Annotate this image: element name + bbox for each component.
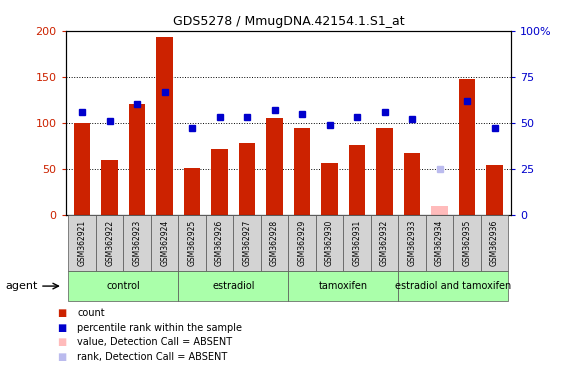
Text: control: control [107,281,140,291]
Text: GSM362922: GSM362922 [105,220,114,266]
Text: GSM362928: GSM362928 [270,220,279,266]
Text: estradiol and tamoxifen: estradiol and tamoxifen [395,281,512,291]
Text: GSM362936: GSM362936 [490,220,499,266]
Bar [234,215,261,271]
Bar [129,104,146,215]
Bar [399,271,508,301]
Text: GSM362933: GSM362933 [408,220,417,266]
Text: GSM362934: GSM362934 [435,220,444,266]
Bar [156,37,173,215]
Bar [239,143,255,215]
Text: ■: ■ [57,352,66,362]
Text: GSM362926: GSM362926 [215,220,224,266]
Bar [102,160,118,215]
Text: ■: ■ [57,323,66,333]
Text: value, Detection Call = ABSENT: value, Detection Call = ABSENT [77,337,232,347]
Text: agent: agent [6,281,38,291]
Bar [69,215,96,271]
Bar [453,215,481,271]
Bar [206,215,234,271]
Bar [343,215,371,271]
Bar [178,215,206,271]
Bar [74,123,90,215]
Text: GSM362925: GSM362925 [188,220,196,266]
Bar [316,215,343,271]
Bar [151,215,178,271]
Bar [459,79,475,215]
Text: GSM362935: GSM362935 [463,220,472,266]
Bar [321,164,338,215]
Text: ■: ■ [57,308,66,318]
Bar [376,128,393,215]
Bar [266,118,283,215]
Text: GSM362923: GSM362923 [132,220,142,266]
Bar [288,271,399,301]
Text: GSM362932: GSM362932 [380,220,389,266]
Bar [371,215,399,271]
Text: rank, Detection Call = ABSENT: rank, Detection Call = ABSENT [77,352,227,362]
Bar [96,215,123,271]
Text: GSM362930: GSM362930 [325,220,334,266]
Text: estradiol: estradiol [212,281,255,291]
Text: GSM362927: GSM362927 [243,220,252,266]
Bar [211,149,228,215]
Text: GSM362924: GSM362924 [160,220,169,266]
Bar [431,206,448,215]
Bar [481,215,508,271]
Text: GSM362921: GSM362921 [78,220,87,266]
Text: count: count [77,308,104,318]
Bar [288,215,316,271]
Bar [69,271,178,301]
Text: GSM362931: GSM362931 [352,220,361,266]
Text: tamoxifen: tamoxifen [319,281,368,291]
Bar [486,165,503,215]
Bar [399,215,426,271]
Bar [178,271,288,301]
Text: GSM362929: GSM362929 [297,220,307,266]
Text: ■: ■ [57,337,66,347]
Bar [294,128,311,215]
Title: GDS5278 / MmugDNA.42154.1.S1_at: GDS5278 / MmugDNA.42154.1.S1_at [172,15,404,28]
Bar [123,215,151,271]
Bar [184,168,200,215]
Bar [426,215,453,271]
Bar [349,145,365,215]
Bar [261,215,288,271]
Text: percentile rank within the sample: percentile rank within the sample [77,323,242,333]
Bar [404,153,420,215]
